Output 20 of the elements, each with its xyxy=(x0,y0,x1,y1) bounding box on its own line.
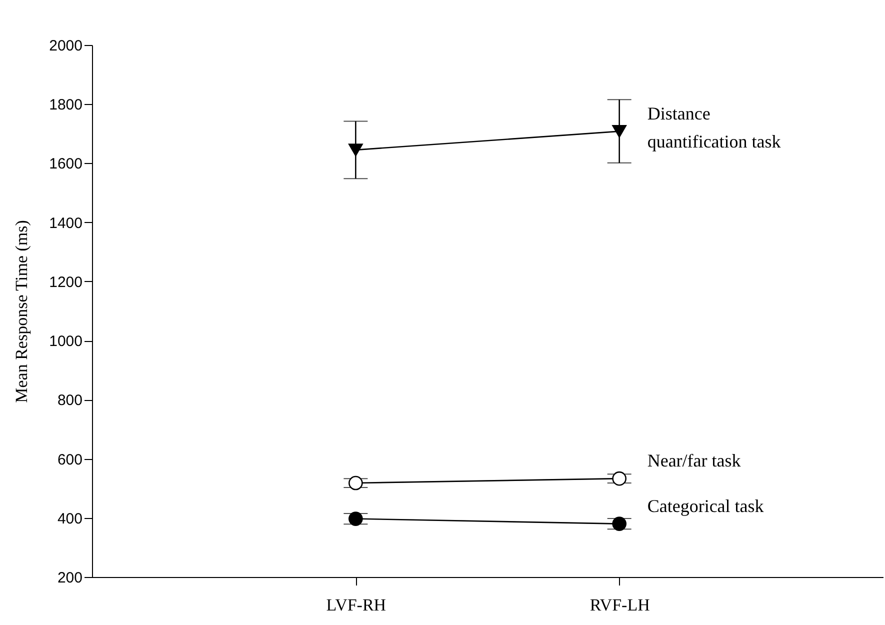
y-tick-label: 1400 xyxy=(49,214,82,232)
x-tick-label: RVF-LH xyxy=(590,596,650,614)
y-tick-label: 800 xyxy=(57,392,82,410)
point xyxy=(348,512,363,526)
y-tick-label: 200 xyxy=(57,570,82,586)
y-axis-title: Mean Response Time (ms) xyxy=(12,220,32,403)
point xyxy=(612,471,626,486)
series-label: Categorical task xyxy=(647,496,764,516)
point xyxy=(612,516,626,531)
y-tick-label: 600 xyxy=(57,451,82,468)
point xyxy=(348,476,363,490)
x-tick-label: LVF-RH xyxy=(326,596,386,614)
y-tick-label: 1600 xyxy=(49,156,82,173)
y-tick-label: 1000 xyxy=(49,333,82,350)
y-tick-label: 2000 xyxy=(49,38,82,54)
series-label: Distance quantification task xyxy=(647,103,781,152)
series-label: Near/far task xyxy=(647,450,741,471)
y-tick-label: 1800 xyxy=(49,96,82,114)
y-tick-label: 1200 xyxy=(49,274,82,291)
y-tick-label: 400 xyxy=(57,510,82,528)
